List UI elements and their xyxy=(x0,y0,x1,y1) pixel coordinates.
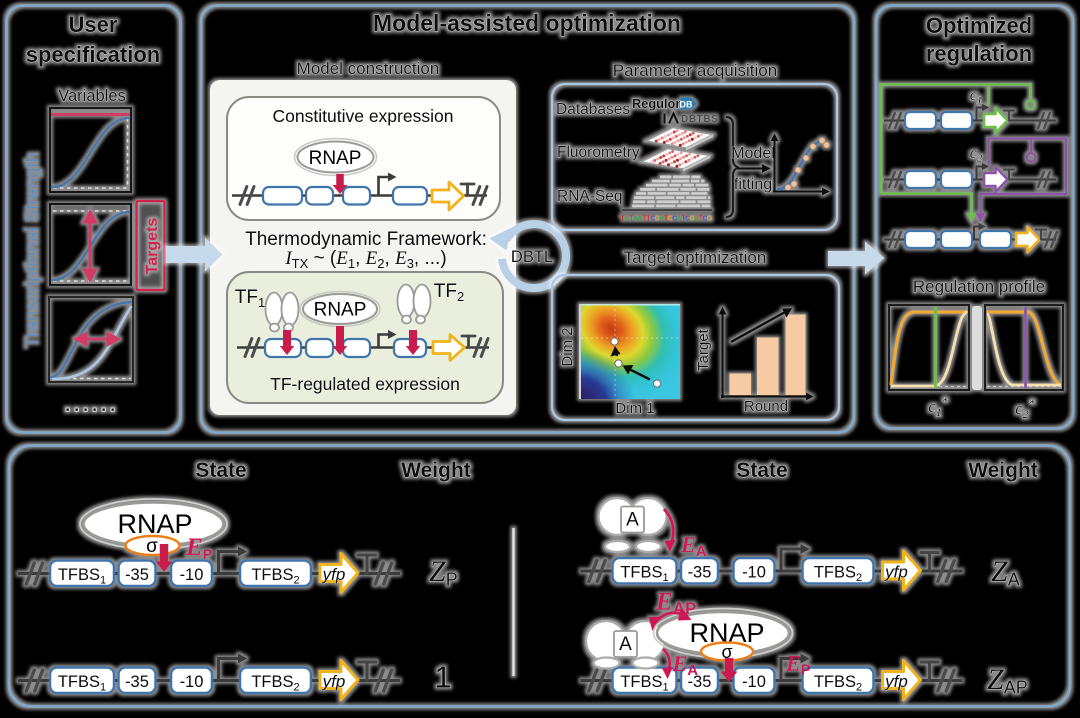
svg-text:σ: σ xyxy=(721,642,732,662)
svg-text:c1: c1 xyxy=(970,87,983,107)
svg-text:G: G xyxy=(689,214,695,223)
svg-text:DB: DB xyxy=(680,100,693,110)
svg-text:A: A xyxy=(694,214,700,223)
svg-text:1: 1 xyxy=(434,660,451,695)
svg-text:Round: Round xyxy=(744,398,788,415)
svg-text:Dim 1: Dim 1 xyxy=(615,400,654,417)
svg-text:TF2: TF2 xyxy=(434,281,464,304)
svg-text:Model construction: Model construction xyxy=(297,59,440,78)
svg-text:Model: Model xyxy=(731,145,775,162)
svg-text:TF-regulated expression: TF-regulated expression xyxy=(270,374,460,394)
svg-text:A: A xyxy=(676,214,682,223)
svg-text:Regulon: Regulon xyxy=(632,96,683,111)
svg-text:ZA: ZA xyxy=(991,555,1020,590)
svg-text:Weight: Weight xyxy=(968,459,1038,482)
svg-text:T: T xyxy=(698,214,703,223)
svg-text:c2: c2 xyxy=(970,145,983,165)
svg-text:EA: EA xyxy=(680,532,707,560)
svg-text:Weight: Weight xyxy=(401,459,471,482)
svg-text:Model-assisted optimization: Model-assisted optimization xyxy=(373,10,681,36)
svg-text:c2*: c2* xyxy=(1015,396,1035,421)
svg-text:Targets: Targets xyxy=(144,218,161,275)
svg-text:RNAP: RNAP xyxy=(309,148,362,169)
svg-text:Thermodynamic Framework:: Thermodynamic Framework: xyxy=(245,229,487,250)
svg-text:A: A xyxy=(626,510,639,531)
svg-text:Dim 2: Dim 2 xyxy=(559,327,576,366)
svg-text:State: State xyxy=(195,459,246,482)
svg-text:Transcriptional Strength: Transcriptional Strength xyxy=(21,152,42,348)
svg-text:A: A xyxy=(619,634,632,655)
svg-text:Databases: Databases xyxy=(556,101,630,118)
svg-text:C: C xyxy=(702,214,708,223)
svg-text:A: A xyxy=(624,214,630,223)
svg-text:RNAP: RNAP xyxy=(117,509,192,539)
svg-text:C: C xyxy=(685,214,691,223)
svg-text:Variables: Variables xyxy=(58,87,126,105)
svg-text:fitting: fitting xyxy=(734,176,772,193)
svg-text:T: T xyxy=(646,214,651,223)
svg-text:RNAP: RNAP xyxy=(314,300,367,321)
svg-text:G: G xyxy=(654,214,660,223)
svg-text:State: State xyxy=(736,459,787,482)
svg-text:T: T xyxy=(664,214,669,223)
svg-text:DBTBS: DBTBS xyxy=(681,114,718,125)
svg-text:A: A xyxy=(659,214,665,223)
svg-text:A: A xyxy=(637,214,643,223)
svg-text:TF1: TF1 xyxy=(235,287,265,310)
svg-text:Constitutive expression: Constitutive expression xyxy=(273,106,454,126)
svg-text:Regulation profile: Regulation profile xyxy=(913,277,1045,296)
svg-text:T: T xyxy=(620,214,625,223)
svg-text:C: C xyxy=(672,214,678,223)
svg-text:RNA-Seq: RNA-Seq xyxy=(557,188,622,205)
svg-text:σ: σ xyxy=(146,536,158,557)
svg-text:ZP: ZP xyxy=(429,555,458,590)
svg-text:Fluorometry: Fluorometry xyxy=(557,144,640,161)
svg-text:T: T xyxy=(681,214,686,223)
svg-text:Optimized: Optimized xyxy=(926,13,1032,38)
svg-text:ITX ~ (E1, E2, E3, ...): ITX ~ (E1, E2, E3, ...) xyxy=(284,248,446,271)
svg-text:C: C xyxy=(650,214,656,223)
svg-text:EP: EP xyxy=(785,651,811,679)
svg-text:ZAP: ZAP xyxy=(987,663,1028,698)
svg-text:c1*: c1* xyxy=(928,394,948,419)
svg-text:T: T xyxy=(642,214,647,223)
svg-text:T: T xyxy=(629,214,634,223)
svg-text:Target: Target xyxy=(695,328,712,371)
svg-text:Parameter acquisition: Parameter acquisition xyxy=(613,61,777,80)
svg-text:DBTL: DBTL xyxy=(511,248,553,266)
svg-text:regulation: regulation xyxy=(926,41,1032,66)
svg-text:User: User xyxy=(69,12,118,37)
svg-text:G: G xyxy=(707,214,713,223)
svg-text:Target optimization: Target optimization xyxy=(624,248,767,267)
svg-text:G: G xyxy=(667,214,673,223)
svg-text:specification: specification xyxy=(26,42,160,67)
svg-text:A: A xyxy=(633,214,639,223)
